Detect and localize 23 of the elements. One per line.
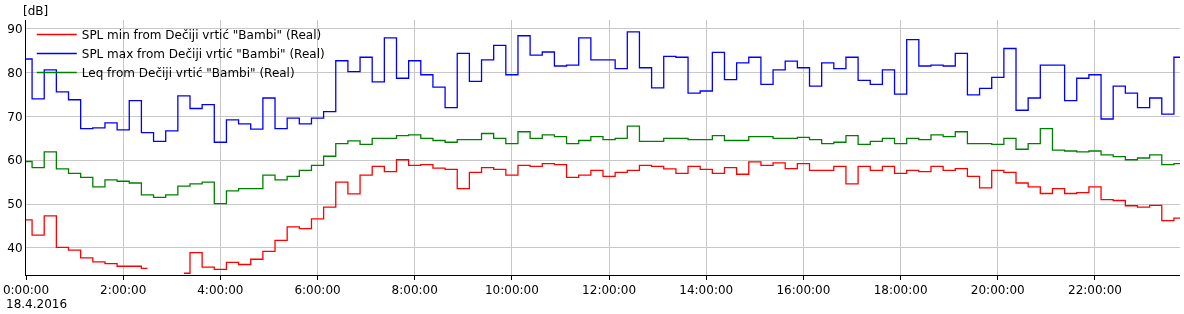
x-tick-label: 20:00:00 [970, 283, 1025, 298]
y-tick-label: 80 [7, 65, 23, 80]
x-tick-label: 22:00:00 [1068, 283, 1122, 298]
x-tick-label: 2:00:00 [100, 283, 147, 298]
x-tick-label: 0:00:00 [2, 283, 50, 298]
x-tick-label: 12:00:00 [582, 283, 637, 298]
x-tick-label: 18:00:00 [873, 283, 928, 298]
x-tick-label: 4:00:00 [197, 283, 244, 298]
legend-label: Leq from Dečiji vrtić "Bambi" (Real) [81, 66, 295, 81]
y-tick-label: 40 [7, 241, 23, 256]
text: 18.4.2016 [6, 297, 68, 311]
x-tick-label: 8:00:00 [391, 283, 438, 298]
legend-label: SPL min from Dečiji vrtić "Bambi" (Real) [81, 28, 322, 43]
x-tick-label: 14:00:00 [679, 283, 734, 298]
y-tick-label: 60 [7, 153, 23, 168]
y-axis-title: [dB] [23, 4, 49, 18]
x-tick-label: 10:00:00 [484, 283, 539, 298]
legend-label: SPL max from Dečiji vrtić "Bambi" (Real) [81, 47, 325, 62]
x-tick-label: 16:00:00 [776, 283, 831, 298]
y-tick-label: 90 [7, 21, 23, 36]
y-tick-label: 50 [7, 197, 23, 212]
y-tick-label: 70 [7, 109, 23, 124]
x-tick-label: 6:00:00 [294, 283, 341, 298]
